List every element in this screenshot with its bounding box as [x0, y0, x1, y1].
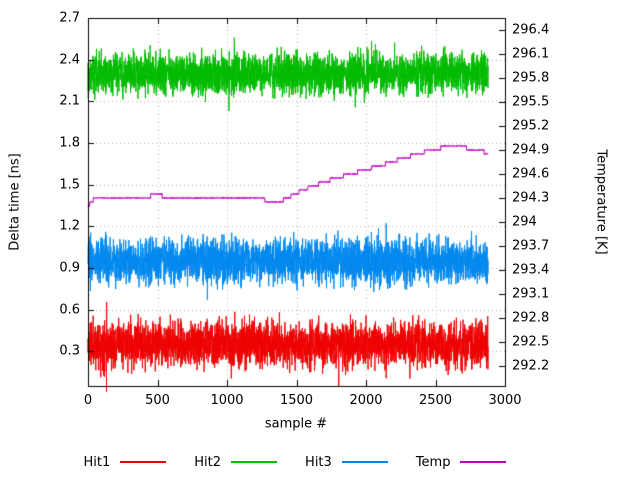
y-axis-title-left: Delta time [ns]	[7, 153, 23, 251]
x-axis-title: sample #	[264, 416, 328, 432]
y-right-tick-label: 294	[512, 214, 537, 230]
legend-item-label: Hit1	[83, 454, 111, 470]
y-left-tick-label: 2.4	[59, 52, 80, 68]
x-tick-label: 3000	[488, 393, 522, 408]
y-left-tick-label: 2.1	[59, 93, 80, 109]
y-right-tick-label: 296.4	[512, 22, 550, 38]
y-right-tick-label: 294.9	[512, 142, 550, 158]
y-left-tick-label: 1.8	[59, 135, 80, 151]
legend-item-label: Hit2	[194, 454, 222, 470]
legend-item-hit1: Hit1	[84, 455, 167, 470]
x-tick-label: 0	[83, 393, 93, 408]
legend-line-sample-hit2	[231, 461, 278, 463]
y-right-tick-label: 295.2	[512, 118, 550, 134]
legend: Hit1 Hit2 Hit3 Temp	[60, 452, 530, 472]
y-right-tick-label: 294.3	[512, 190, 550, 206]
x-tick-label: 2000	[349, 393, 383, 408]
y-axis-title-right: Temperature [K]	[593, 149, 609, 255]
x-tick-label: 1000	[210, 393, 244, 408]
y-right-tick-label: 292.8	[512, 310, 550, 326]
x-tick-label: 1500	[279, 393, 314, 408]
legend-item-label: Hit3	[305, 454, 332, 470]
legend-line-sample-hit3	[341, 461, 388, 463]
y-right-tick-label: 295.5	[512, 94, 550, 110]
y-right-tick-label: 293.4	[512, 262, 550, 278]
y-right-tick-label: 293.1	[512, 286, 550, 302]
legend-item-temp: Temp	[416, 455, 507, 470]
x-tick-label: 2500	[418, 393, 453, 408]
x-tick-label: 500	[145, 393, 170, 408]
y-right-tick-label: 296.1	[512, 46, 550, 62]
legend-item-hit3: Hit3	[305, 455, 388, 470]
y-right-tick-label: 292.5	[512, 334, 550, 350]
y-left-tick-label: 0.9	[59, 260, 80, 276]
y-right-tick-label: 292.2	[512, 358, 550, 374]
y-left-tick-label: 1.2	[59, 218, 80, 234]
legend-item-hit2: Hit2	[194, 454, 278, 470]
y-left-tick-label: 0.6	[59, 302, 80, 318]
y-right-tick-label: 295.8	[512, 70, 550, 86]
y-left-tick-label: 1.5	[59, 177, 80, 193]
y-left-tick-label: 2.7	[59, 10, 80, 26]
legend-line-sample-temp	[460, 461, 507, 463]
y-right-tick-label: 294.6	[512, 166, 550, 182]
legend-line-sample-hit1	[120, 461, 167, 463]
y-right-tick-label: 293.7	[512, 238, 550, 254]
legend-item-label: Temp	[415, 454, 451, 470]
y-left-tick-label: 0.3	[59, 343, 80, 359]
